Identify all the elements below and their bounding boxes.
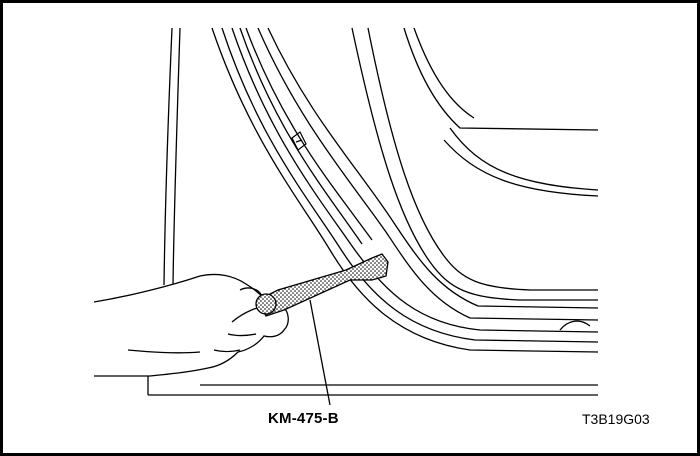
tool-label: KM-475-B xyxy=(268,410,339,427)
trim-clip xyxy=(291,131,307,151)
window-outline xyxy=(403,27,599,197)
tool-leader-line xyxy=(309,299,331,406)
figure-code: T3B19G03 xyxy=(582,411,650,427)
door-sill xyxy=(147,320,598,396)
door-pillar xyxy=(163,27,181,286)
tool-km-475-b xyxy=(255,253,389,317)
door-opening-frame xyxy=(211,27,599,353)
hand xyxy=(93,273,289,377)
